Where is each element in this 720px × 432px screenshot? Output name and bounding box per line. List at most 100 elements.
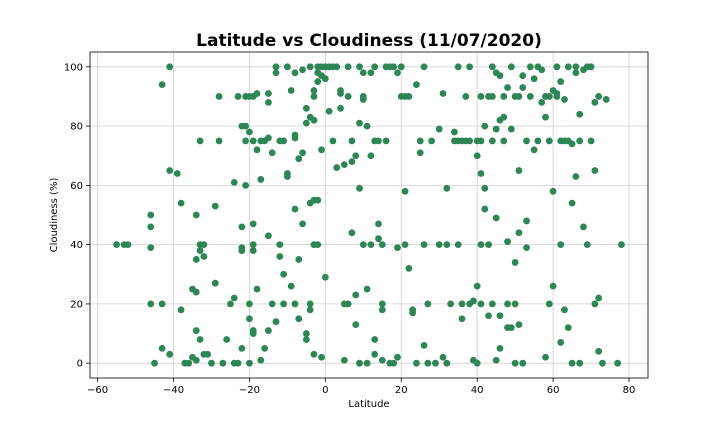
data-point xyxy=(576,110,584,118)
data-point xyxy=(215,137,223,145)
data-point xyxy=(192,256,200,263)
data-point xyxy=(394,353,401,361)
data-point xyxy=(523,137,530,145)
data-point xyxy=(534,137,542,145)
data-point xyxy=(234,93,242,100)
data-point xyxy=(196,137,204,145)
data-point xyxy=(310,93,318,100)
data-point xyxy=(587,63,595,71)
data-point xyxy=(299,149,306,157)
data-point xyxy=(333,63,341,71)
data-point xyxy=(158,344,166,352)
data-point xyxy=(318,353,325,361)
data-point xyxy=(113,241,120,249)
y-tick-label: 80 xyxy=(70,122,83,133)
data-point xyxy=(356,184,363,192)
data-point xyxy=(507,63,515,71)
data-point xyxy=(511,259,519,266)
y-axis-label: Cloudiness (%) xyxy=(49,178,60,253)
data-point xyxy=(530,146,538,154)
data-point xyxy=(344,63,352,71)
data-point xyxy=(488,300,496,308)
data-point xyxy=(302,104,310,112)
data-point xyxy=(276,253,284,260)
data-point xyxy=(496,312,504,320)
data-point xyxy=(523,217,530,225)
data-point xyxy=(511,300,519,308)
data-point xyxy=(356,63,363,71)
data-point xyxy=(337,104,344,112)
data-point xyxy=(192,288,200,296)
data-point xyxy=(473,282,481,290)
data-point xyxy=(583,241,591,249)
data-point xyxy=(219,359,227,367)
data-point xyxy=(595,93,603,100)
data-point xyxy=(378,241,386,249)
data-point xyxy=(458,315,466,323)
data-point xyxy=(246,359,253,367)
data-point xyxy=(420,63,428,71)
data-point xyxy=(477,241,485,249)
data-point xyxy=(390,63,398,71)
data-point xyxy=(618,241,625,249)
data-point xyxy=(352,321,360,329)
data-point xyxy=(591,98,599,106)
data-point xyxy=(473,359,481,367)
data-point xyxy=(147,244,155,252)
data-point xyxy=(287,87,295,94)
data-point xyxy=(477,300,485,308)
x-tick-label: −20 xyxy=(239,385,260,396)
data-point xyxy=(314,196,322,204)
data-point xyxy=(363,285,371,293)
data-point xyxy=(367,69,375,77)
data-point xyxy=(302,336,310,343)
data-point xyxy=(481,184,489,192)
data-point xyxy=(477,170,485,177)
data-point xyxy=(333,164,341,171)
data-point xyxy=(466,63,473,71)
data-point xyxy=(413,359,420,367)
data-point xyxy=(515,93,523,100)
plot-frame xyxy=(89,51,649,379)
data-point xyxy=(568,199,576,207)
data-point xyxy=(371,63,379,71)
data-point xyxy=(344,300,352,308)
data-point xyxy=(177,306,185,314)
data-point xyxy=(302,330,310,337)
data-point xyxy=(246,128,253,136)
data-point xyxy=(367,152,375,160)
data-point xyxy=(564,324,572,332)
data-point xyxy=(234,359,242,367)
x-tick-label: 0 xyxy=(322,385,328,396)
data-point xyxy=(230,179,238,186)
data-point xyxy=(409,306,417,314)
data-point xyxy=(318,146,325,154)
data-point xyxy=(488,63,496,71)
data-point xyxy=(272,63,280,71)
data-point xyxy=(580,223,587,231)
data-point xyxy=(348,158,356,166)
data-point xyxy=(314,241,322,249)
data-point xyxy=(557,339,565,346)
data-point xyxy=(420,342,428,349)
data-point xyxy=(599,359,606,367)
data-point xyxy=(249,220,257,228)
data-point xyxy=(405,93,413,100)
data-point xyxy=(359,93,367,100)
data-point xyxy=(401,187,409,195)
data-point xyxy=(390,359,398,367)
data-point xyxy=(283,173,291,180)
data-point xyxy=(477,137,485,145)
data-point xyxy=(576,137,584,145)
data-point xyxy=(280,270,287,278)
data-point xyxy=(272,69,280,77)
data-point xyxy=(500,137,508,145)
data-point xyxy=(344,93,352,100)
data-point xyxy=(481,122,489,130)
data-point xyxy=(242,181,250,189)
data-point xyxy=(166,350,174,358)
data-point xyxy=(435,125,443,133)
data-point xyxy=(519,84,527,91)
data-point xyxy=(447,300,455,308)
data-point xyxy=(485,241,492,249)
